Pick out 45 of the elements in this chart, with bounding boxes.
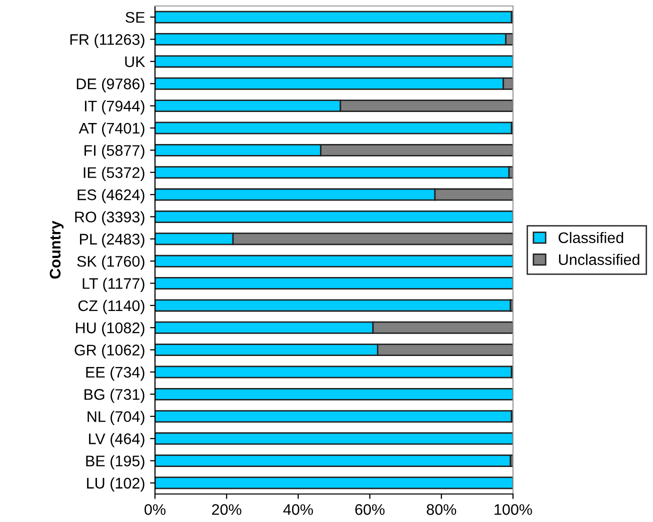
x-tick-label: 0%: [144, 504, 166, 515]
y-tick-label: NL (704): [88, 410, 144, 426]
y-tick-label: AT (7401): [78, 122, 144, 137]
y-axis-title: Country: [50, 220, 64, 279]
y-tick-label: EE (734): [86, 366, 144, 381]
y-tick-label: ES (4624): [78, 189, 144, 204]
bar: [155, 476, 513, 490]
bar: [155, 366, 512, 378]
bar: [155, 10, 512, 24]
y-tick-label: DE (9786): [76, 78, 144, 92]
legend-label: Classified: [558, 232, 624, 244]
y-tick-label: RO (3393): [75, 211, 144, 226]
y-tick-label: UK: [125, 56, 146, 68]
bar: [155, 122, 512, 134]
y-tick-label: LT (1177): [82, 278, 144, 292]
bar: [155, 166, 510, 179]
y-tick-label: CZ (1140): [78, 300, 144, 314]
y-tick-label: SE: [126, 12, 145, 23]
legend-label: Unclassified: [559, 254, 640, 266]
y-tick-label: LV (464): [89, 433, 144, 448]
bar: [155, 454, 512, 467]
x-tick-label: 80%: [426, 504, 456, 515]
bar: [155, 210, 513, 223]
x-tick-label: 60%: [355, 504, 385, 515]
y-tick-label: BG (731): [84, 388, 144, 403]
x-tick-label: 100%: [494, 504, 532, 515]
y-tick-label: SK (1760): [77, 256, 144, 270]
y-tick-label: IT (7944): [84, 100, 144, 115]
x-tick-label: 40%: [283, 504, 313, 515]
y-tick-label: HU (1082): [76, 322, 144, 336]
y-tick-label: FI (5877): [84, 144, 144, 159]
bar: [155, 55, 513, 68]
bar: [155, 277, 513, 290]
bar: [155, 432, 513, 445]
y-tick-label: IE (5372): [84, 166, 144, 182]
y-tick-label: BE (195): [86, 455, 144, 470]
x-tick-label: 20%: [212, 504, 242, 515]
y-tick-label: LU (102): [87, 477, 144, 492]
y-tick-label: GR (1062): [74, 344, 144, 359]
bar: [155, 254, 513, 268]
bar: [155, 410, 512, 423]
bar: [155, 388, 513, 400]
y-tick-label: PL (2483): [80, 233, 144, 248]
bar: [155, 299, 512, 312]
y-tick-label: FR (11263): [70, 34, 144, 48]
